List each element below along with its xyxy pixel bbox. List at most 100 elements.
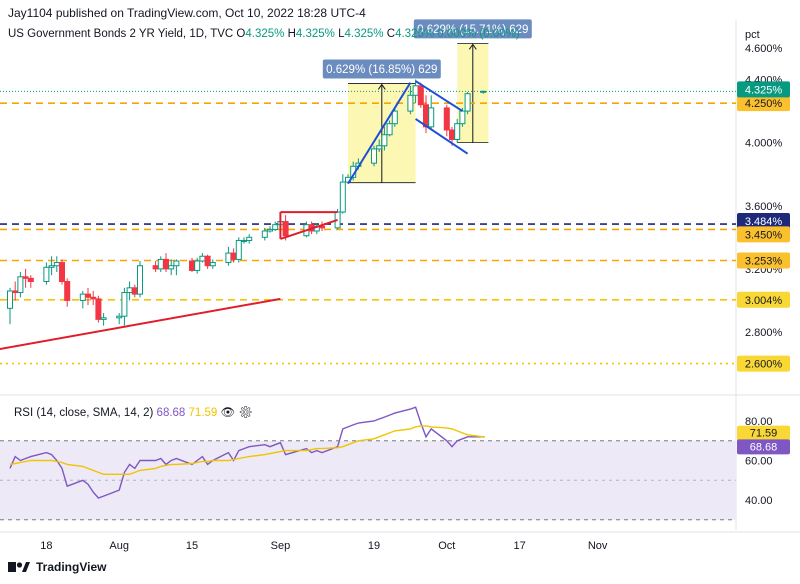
candle-body-58 <box>428 107 435 128</box>
ohlc-close-value: 4.325% <box>395 28 435 40</box>
candle-body-49 <box>371 148 377 164</box>
price-tick-5: 4.600% <box>745 43 783 55</box>
last-price-tag: 4.325% <box>745 84 783 96</box>
ohlc-high-value: 4.325% <box>295 28 335 40</box>
symbol-title: US Government Bonds 2 YR Yield, 1D, TVC <box>8 28 234 40</box>
rsi-tick-0: 40.00 <box>745 495 773 507</box>
ohlc-close-label: C <box>386 28 396 40</box>
candle-body-27 <box>199 255 206 262</box>
rsi-sma-tag: 71.59 <box>750 428 778 440</box>
candle-body-51 <box>381 134 388 147</box>
candle-body-25 <box>189 260 195 271</box>
tradingview-footer[interactable]: TradingView <box>8 560 106 574</box>
candle-body-60 <box>449 129 455 140</box>
level-tag-1-box <box>737 213 790 230</box>
candle-body-11 <box>85 293 91 298</box>
price-tick-2: 3.600% <box>745 201 783 213</box>
candle-body-55 <box>412 85 419 96</box>
rsi-tick-1: 60.00 <box>745 456 773 468</box>
level-tag-0-box <box>737 95 790 112</box>
change-value: 0.000% (0.00%) <box>437 28 520 40</box>
candle-body-53 <box>391 110 398 125</box>
time-tick-7: Nov <box>588 540 608 552</box>
publisher-line: Jay1104 published on TradingView.com, Oc… <box>8 6 366 20</box>
candle-body-10 <box>79 293 86 301</box>
candle-body-16 <box>121 292 128 317</box>
candle-body-3 <box>22 276 29 279</box>
candle-body-45 <box>339 181 346 213</box>
candle-body-20 <box>152 265 159 270</box>
candle-body-50 <box>376 145 383 150</box>
last-price-tag-box <box>737 81 790 98</box>
price-tick-3: 4.000% <box>745 138 783 150</box>
candle-body-2 <box>17 276 24 294</box>
candle-body-32 <box>235 239 242 260</box>
ohlc-open-label: O <box>236 28 246 40</box>
rsi-value-tag: 68.68 <box>750 441 778 453</box>
eye-icon[interactable]: 👁 <box>220 407 236 419</box>
candle-body-18 <box>131 287 138 295</box>
ohlc-close: C4.325% <box>387 28 434 40</box>
tradingview-logo-icon <box>8 562 30 572</box>
candle-body-1 <box>12 290 19 294</box>
measure-label-box-0 <box>322 59 441 79</box>
candle-body-31 <box>230 252 237 260</box>
candle-body-56 <box>417 85 424 106</box>
level-tag-4-box <box>737 291 790 308</box>
candle-body-64 <box>480 90 487 93</box>
time-tick-5: Oct <box>438 540 455 552</box>
settings-icon[interactable]: ⚙ <box>238 407 253 419</box>
candle-body-15 <box>116 315 123 319</box>
measure-label-1: 0.629% (15.71%) 629 <box>417 24 528 36</box>
time-tick-4: 19 <box>368 540 380 552</box>
candle-body-52 <box>386 123 393 136</box>
candle-body-22 <box>163 258 169 270</box>
rsi-series-sma <box>9 425 485 475</box>
time-tick-1: Aug <box>109 540 129 552</box>
level-tag-3: 3.253% <box>745 256 783 268</box>
rsi-value: 68.68 <box>156 407 186 419</box>
time-axis: 18 Aug 15 Sep 19 Oct 17 Nov <box>40 540 608 552</box>
candle-body-26 <box>194 260 201 271</box>
symbol-legend: US Government Bonds 2 YR Yield, 1D, TVC … <box>8 28 520 40</box>
rsi-sma-value: 71.59 <box>188 407 218 419</box>
ohlc-high-label: H <box>287 28 296 40</box>
measure-arrow-head-0 <box>377 83 386 90</box>
candle-body-9 <box>64 281 71 301</box>
candle-body-12 <box>90 296 97 300</box>
time-tick-3: Sep <box>271 540 291 552</box>
ohlc-open-value: 4.325% <box>245 28 285 40</box>
candle-body-39 <box>282 221 289 237</box>
level-tag-4: 3.004% <box>745 295 783 307</box>
candle-body-36 <box>267 228 273 232</box>
rsi-series-rsi <box>9 406 485 499</box>
trend-line-5 <box>415 80 463 112</box>
ohlc-open: O4.325% <box>236 28 284 40</box>
measure-labels: 0.629% (16.85%) 629 0.629% (15.71%) 629 <box>322 19 532 79</box>
candle-body-6 <box>48 265 55 268</box>
trend-line-6 <box>415 118 469 155</box>
ohlc-low: L4.325% <box>338 28 383 40</box>
trend-line-4 <box>347 82 412 185</box>
candle-body-28 <box>204 255 211 267</box>
candle-body-24 <box>173 260 180 267</box>
rsi-value-tag-box <box>737 439 790 455</box>
candle-body-43 <box>319 225 325 229</box>
time-tick-2: 15 <box>186 540 198 552</box>
level-tag-2-box <box>737 226 790 243</box>
candle-body-7 <box>53 262 60 267</box>
candle-body-54 <box>407 94 414 112</box>
price-unit-label: pct <box>745 29 760 41</box>
ohlc-high: H4.325% <box>288 28 335 40</box>
candle-body-61 <box>454 123 461 140</box>
candle-body-8 <box>59 262 65 282</box>
candle-body-59 <box>443 107 450 131</box>
level-tag-5: 2.600% <box>745 359 783 371</box>
tradingview-brand: TradingView <box>36 560 107 574</box>
candle-body-29 <box>209 262 216 267</box>
time-tick-6: 17 <box>513 540 525 552</box>
rsi-title: RSI (14, close, SMA, 14, 2) <box>14 407 154 419</box>
candle-body-5 <box>43 266 50 282</box>
